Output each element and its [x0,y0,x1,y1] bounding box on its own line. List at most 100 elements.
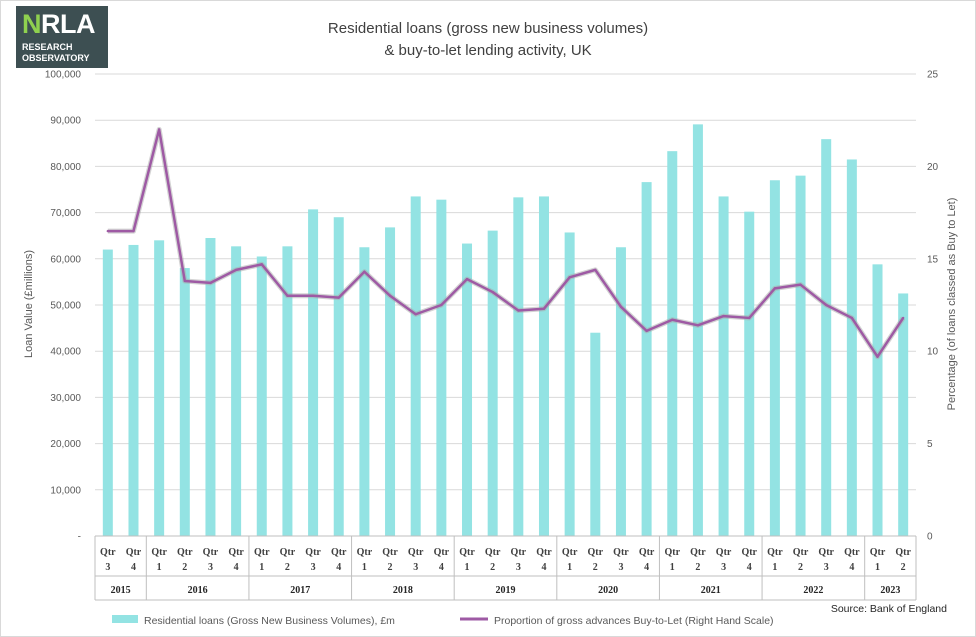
bar [615,247,626,536]
y2-tick-label: 20 [927,162,939,173]
x-year-label: 2020 [598,585,618,596]
logo-brand: NRLA [22,9,96,39]
y2-tick-label: 0 [927,532,933,543]
x-tick-num: 3 [618,562,623,573]
y-tick-label: 50,000 [50,301,81,312]
line-point [234,268,238,272]
x-tick-qtr: Qtr [588,547,604,558]
bar [128,244,139,536]
x-tick-num: 4 [131,562,136,573]
x-tick-qtr: Qtr [305,547,321,558]
x-tick-qtr: Qtr [613,547,629,558]
x-tick-num: 1 [772,562,777,573]
y-tick-label: 70,000 [50,208,81,219]
x-tick-qtr: Qtr [793,547,809,558]
line-point [183,279,186,283]
line-point [645,329,648,333]
x-tick-num: 1 [259,562,264,573]
bar [769,180,780,536]
x-tick-num: 3 [516,562,521,573]
bar [513,197,524,536]
line-point [286,294,289,297]
x-tick-num: 3 [824,562,829,573]
line-point [414,313,417,316]
y-tick-label: 100,000 [45,70,82,81]
line-point [363,270,366,273]
y-tick-label: 30,000 [50,393,81,404]
line-point [106,229,110,233]
legend: Residential loans (Gross New Business Vo… [112,615,774,627]
gridlines [95,73,916,491]
x-tick-qtr: Qtr [408,547,424,558]
line-shadow [107,126,906,360]
bar [282,246,293,537]
line-point [388,294,392,297]
x-tick-num: 2 [285,562,290,573]
bar [487,230,498,537]
y-tick-label: - [78,532,81,543]
line-point [132,229,135,233]
x-year-label: 2021 [701,585,721,596]
bar [359,247,370,536]
bar [385,227,396,536]
line-point [850,316,854,320]
x-tick-num: 4 [541,562,546,573]
line-point [491,290,494,294]
y2-tick-label: 25 [927,70,939,81]
x-year-label: 2018 [393,585,413,596]
bar [154,240,165,536]
x-tick-qtr: Qtr [767,547,783,558]
chart-title-line-2: & buy-to-let lending activity, UK [384,42,591,59]
x-tick-num: 3 [208,562,213,573]
right-axis-title: Percentage (of loans classed as Buy to L… [946,198,958,411]
x-tick-qtr: Qtr [741,547,757,558]
y-tick-label: 90,000 [50,116,81,127]
x-tick-num: 2 [901,562,906,573]
x-tick-qtr: Qtr [357,547,373,558]
y-tick-label: 60,000 [50,254,81,265]
bar [256,256,267,536]
line-point [594,268,597,272]
bar [179,268,190,536]
line-point [619,305,623,309]
bar [333,217,344,536]
line-point [876,355,879,358]
legend-label-bars: Residential loans (Gross New Business Vo… [144,615,395,627]
x-tick-num: 2 [695,562,700,573]
bar [846,159,857,536]
y-tick-label: 10,000 [50,485,81,496]
x-tick-qtr: Qtr [177,547,193,558]
x-tick-qtr: Qtr [536,547,552,558]
x-tick-num: 1 [362,562,367,573]
x-year-label: 2015 [111,585,131,596]
x-tick-num: 4 [234,562,239,573]
category-axis: Qtr 3 Qtr 4 Qtr 1 Qtr 2 Qtr 3 Qtr 4 Qtr 1 Qtr 2 Qtr 3 Qtr 4… [94,535,917,601]
line-point [773,287,777,290]
bar [641,182,652,536]
line-point [440,303,443,307]
x-tick-qtr: Qtr [126,547,142,558]
x-tick-num: 1 [465,562,470,573]
x-tick-num: 2 [182,562,187,573]
line-point [337,296,340,299]
line-point [209,281,212,285]
x-tick-qtr: Qtr [331,547,347,558]
bar-series [102,124,909,537]
x-tick-num: 1 [875,562,880,573]
x-tick-qtr: Qtr [151,547,167,558]
x-tick-qtr: Qtr [280,547,296,558]
bar [744,211,755,536]
x-tick-num: 2 [798,562,803,573]
x-tick-qtr: Qtr [870,547,886,558]
x-tick-num: 3 [721,562,726,573]
x-tick-num: 1 [567,562,572,573]
line-point [901,316,905,320]
x-tick-num: 3 [311,562,316,573]
bar [795,175,806,536]
logo-line-1: RESEARCH [22,42,73,52]
y2-tick-label: 15 [927,254,939,265]
x-tick-qtr: Qtr [818,547,834,558]
bar [898,293,909,536]
x-year-label: 2017 [290,585,310,596]
